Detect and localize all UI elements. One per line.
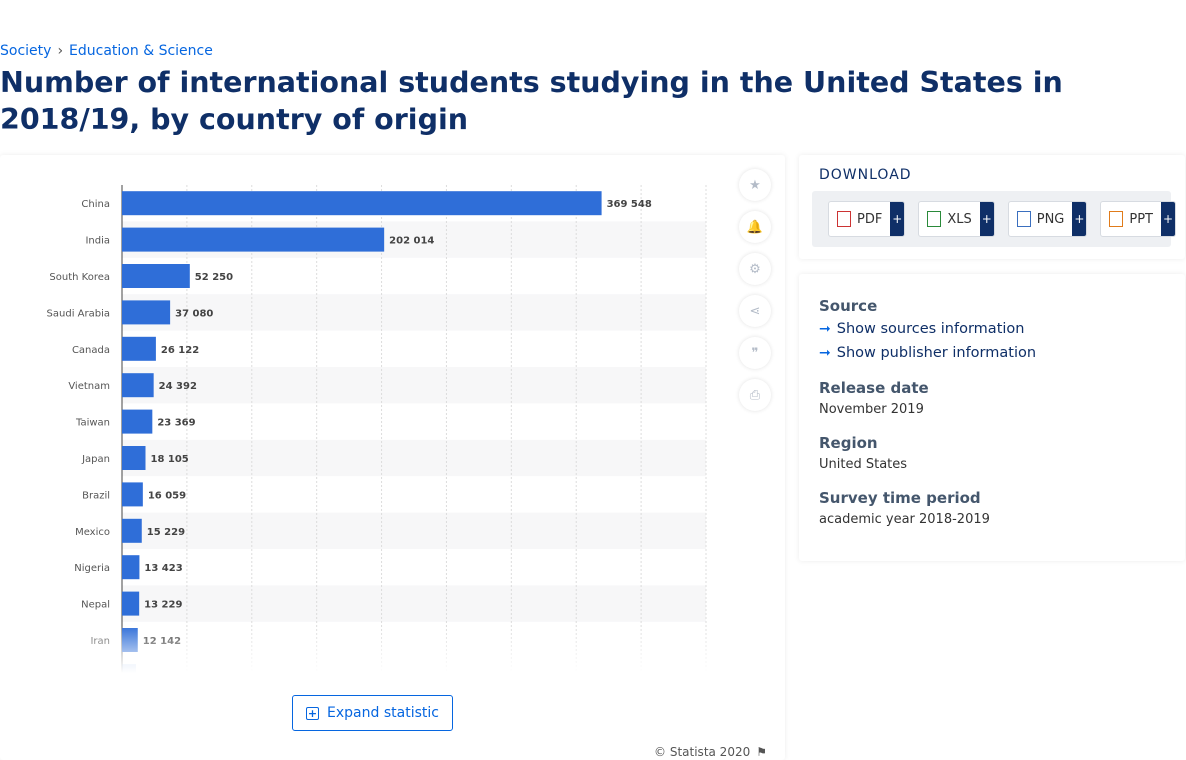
download-xls-button[interactable]: XLS + [918,201,995,237]
row-band [122,585,706,622]
category-label: Canada [72,345,110,356]
value-label: 18 105 [150,454,188,465]
download-pdf-button[interactable]: PDF + [828,201,906,237]
category-label: Vietnam [68,381,110,392]
region-value: United States [819,457,908,472]
value-label: 52 250 [195,272,233,283]
category-label: China [81,199,110,210]
share-icon[interactable]: ⋖ [739,295,771,327]
value-label: 15 229 [147,527,185,538]
pdf-file-icon [837,211,851,227]
bar-chart: China 369 548 India 202 014 South Korea 52 25… [47,185,707,675]
statistic-info-card: Source ➞ Show sources information ➞ Show… [799,274,1185,561]
star-icon[interactable]: ★ [739,169,771,201]
breadcrumb-link-education-science[interactable]: Education & Science [69,43,213,59]
plus-icon: + [1161,202,1175,236]
row-band [122,439,706,477]
bar[interactable] [122,373,154,398]
gear-icon[interactable]: ⚙ [739,253,771,285]
plus-icon: + [979,202,994,236]
category-label: India [85,236,110,247]
breadcrumb-link-society[interactable]: Society [0,43,52,59]
value-label: 26 122 [161,345,199,356]
survey-period-heading: Survey time period [819,489,981,507]
value-label: 13 423 [144,563,182,574]
page-title: Number of international students studyin… [0,66,1063,136]
plus-icon: + [1072,202,1087,236]
row-band [122,512,706,549]
category-label: Brazil [82,490,110,501]
show-publisher-label: Show publisher information [836,345,1037,361]
category-label: Nigeria [74,563,110,574]
release-date-heading: Release date [819,379,929,397]
download-png-label: PNG [1036,211,1065,227]
download-ppt-button[interactable]: PPT + [1100,201,1176,237]
chart-card: China 369 548 India 202 014 South Korea 52 25… [0,155,785,760]
download-png-button[interactable]: PNG + [1007,201,1088,237]
xls-file-icon [927,211,942,227]
breadcrumb-separator: › [57,43,64,59]
value-label: 23 369 [157,418,195,429]
download-xls-label: XLS [947,211,972,227]
category-label: South Korea [49,272,110,283]
show-publisher-link[interactable]: ➞ Show publisher information [819,345,1036,361]
bell-icon[interactable]: 🔔 [739,211,771,243]
print-icon[interactable]: ⎙ [739,379,771,411]
value-label: 369 548 [607,199,652,210]
arrow-right-icon: ➞ [819,345,831,361]
download-pdf-label: PDF [857,211,883,227]
row-band [122,367,706,404]
value-label: 37 080 [175,308,213,319]
copyright-text: © Statista 2020 [654,745,751,759]
bar[interactable] [122,336,156,361]
copyright: © Statista 2020 ⚑ [654,745,767,759]
value-label: 202 014 [389,236,434,247]
show-sources-label: Show sources information [836,321,1025,337]
value-label: 16 059 [148,490,186,501]
bar[interactable] [122,191,602,216]
bar[interactable] [122,555,140,580]
plus-icon: + [890,202,905,236]
bar[interactable] [122,264,190,288]
plus-square-icon: + [306,706,320,720]
category-label: Japan [81,454,110,465]
row-band [122,294,706,331]
category-label: Saudi Arabia [47,308,110,319]
breadcrumb: Society › Education & Science [0,43,213,59]
download-card: DOWNLOAD PDF + XLS + PNG + PPT + [799,155,1185,259]
bar[interactable] [122,591,140,616]
download-buttons: PDF + XLS + PNG + PPT + [812,191,1176,247]
region-heading: Region [819,434,878,452]
bar[interactable] [122,409,153,434]
show-sources-link[interactable]: ➞ Show sources information [819,321,1024,337]
arrow-right-icon: ➞ [819,321,831,337]
quote-icon[interactable]: ❞ [739,337,771,369]
expand-statistic-button[interactable]: + Expand statistic [292,695,453,731]
category-label: Nepal [81,600,110,611]
download-title: DOWNLOAD [819,167,912,183]
expand-statistic-label: Expand statistic [327,705,439,721]
chart-fade-overlay [0,625,720,685]
bar[interactable] [122,300,171,325]
survey-period-value: academic year 2018-2019 [819,512,990,527]
category-label: Taiwan [75,418,110,429]
chart-tools: ★ 🔔 ⚙ ⋖ ❞ ⎙ [739,169,771,411]
value-label: 13 229 [144,600,182,611]
release-date-value: November 2019 [819,402,924,417]
bar[interactable] [122,227,385,252]
png-file-icon [1016,211,1031,227]
flag-icon[interactable]: ⚑ [756,745,767,759]
value-label: 24 392 [159,381,197,392]
bar[interactable] [122,518,142,543]
category-label: Mexico [75,527,110,538]
download-ppt-label: PPT [1129,211,1153,227]
ppt-file-icon [1109,211,1124,227]
bar[interactable] [122,482,143,507]
source-heading: Source [819,297,878,315]
bar[interactable] [122,446,146,470]
